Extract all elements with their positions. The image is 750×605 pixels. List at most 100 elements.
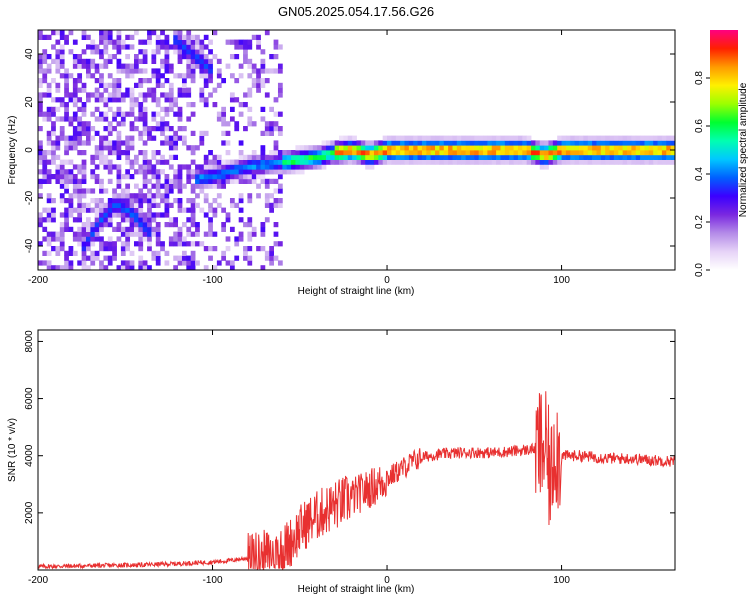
spectrogram-cell: [129, 207, 135, 213]
spectrogram-cell: [203, 82, 209, 88]
spectrogram-cell: [142, 260, 148, 266]
spectrogram-cell: [544, 150, 549, 156]
spectrogram-cell: [55, 140, 61, 146]
spectrogram-cell: [42, 154, 48, 160]
spectrogram-cell: [596, 140, 602, 146]
spectrogram-cell: [116, 202, 122, 208]
spectrogram-cell: [81, 178, 87, 184]
spectrogram-cell: [81, 58, 87, 64]
spectrogram-cell: [177, 92, 183, 98]
spectrogram-cell: [72, 250, 78, 256]
spectrogram-cell: [417, 135, 423, 141]
spectrogram-cell: [435, 145, 440, 151]
spectrogram-cell: [177, 116, 183, 122]
spectrogram-cell: [304, 145, 309, 151]
spectrogram-cell: [46, 207, 52, 213]
spectrogram-cell: [99, 212, 104, 218]
spectrogram-cell: [321, 145, 327, 151]
spectrogram-cell: [94, 255, 100, 261]
spectrogram-cell: [277, 63, 283, 69]
spectrogram-cell: [59, 226, 65, 232]
spectrogram-cell: [81, 87, 87, 93]
spectrogram-cell: [203, 130, 209, 136]
spectrogram-cell: [133, 217, 139, 223]
spectrogram-cell: [421, 154, 427, 160]
spectrogram-cell: [535, 159, 541, 165]
spectrogram-cell: [190, 111, 196, 117]
spectrogram-cell: [195, 164, 200, 170]
spectrogram-cell: [160, 30, 165, 36]
spectrogram-cell: [155, 260, 161, 266]
spectrogram-cell: [133, 231, 139, 237]
spectrogram-cell: [103, 154, 109, 160]
spectrogram-cell: [142, 178, 148, 184]
spectrogram-cell: [269, 164, 274, 170]
spectrogram-cell: [142, 130, 148, 136]
spectrogram-cell: [81, 207, 87, 213]
spectrogram-cell: [251, 231, 257, 237]
spectrogram-cell: [164, 97, 170, 103]
spectrogram-cell: [203, 102, 209, 108]
spectrogram-cell: [120, 150, 126, 156]
spectrogram-cell: [68, 212, 74, 218]
spectrogram-cell: [216, 193, 222, 199]
spectrogram-cell: [46, 250, 52, 256]
spectrogram-cell: [657, 140, 663, 146]
spectrogram-cell: [142, 164, 148, 170]
spectrogram-cell: [164, 44, 170, 50]
spectrogram-cell: [190, 207, 196, 213]
spectrogram-cell: [203, 73, 209, 79]
spectrogram-cell: [164, 106, 170, 112]
spectrogram-cell: [51, 58, 56, 64]
spectrogram-cell: [661, 140, 667, 146]
spectrogram-cell: [208, 231, 213, 237]
spectrogram-cell: [138, 150, 144, 156]
spectrogram-cell: [212, 198, 218, 204]
spectrogram-cell: [177, 44, 183, 50]
spectrogram-cell: [247, 44, 253, 50]
spectrogram-cell: [181, 126, 187, 132]
spectrogram-cell: [107, 73, 113, 79]
spectrogram-cell: [247, 154, 253, 160]
spectrogram-cell: [387, 135, 392, 141]
spectrogram-cell: [190, 265, 196, 271]
spectrogram-cell: [247, 231, 253, 237]
spectrogram-cell: [347, 135, 353, 141]
spectrogram-cell: [273, 154, 279, 160]
spectrogram-cell: [147, 126, 152, 132]
spectrogram-cell: [59, 44, 65, 50]
spectrogram-cell: [622, 135, 628, 141]
spectrogram-cell: [622, 145, 628, 151]
spectrogram-cell: [168, 183, 174, 189]
spectrogram-cell: [99, 54, 104, 60]
spectrogram-cell: [77, 73, 83, 79]
spectrogram-cell: [483, 140, 488, 146]
spectrogram-cell: [129, 106, 135, 112]
spectrogram-cell: [260, 63, 266, 69]
spectrogram-cell: [199, 39, 205, 45]
spectrogram-cell: [173, 241, 179, 247]
spectrogram-cell: [151, 30, 157, 36]
spectrogram-cell: [151, 164, 157, 170]
spectrogram-cell: [216, 164, 222, 170]
spectrogram-cell: [116, 207, 122, 213]
spectrogram-cell: [72, 63, 78, 69]
spectrogram-cell: [465, 140, 471, 146]
spectrogram-cell: [68, 116, 74, 122]
spectrogram-cell: [177, 178, 183, 184]
spectrogram-cell: [133, 82, 139, 88]
spectrogram-cell: [277, 154, 283, 160]
spectrogram-cell: [112, 126, 117, 132]
spectrogram-cell: [107, 164, 113, 170]
spectrogram-cell: [203, 231, 209, 237]
spectrogram-cell: [648, 140, 654, 146]
spectrogram-cell: [277, 183, 283, 189]
spectrogram-cell: [77, 78, 83, 84]
spectrogram-cell: [600, 154, 606, 160]
spectrogram-cell: [85, 130, 91, 136]
spectrogram-cell: [238, 159, 244, 165]
spectrogram-cell: [256, 246, 261, 252]
spectrogram-cell: [387, 150, 392, 156]
spectrogram-cell: [68, 140, 74, 146]
spectrogram-cell: [435, 154, 440, 160]
